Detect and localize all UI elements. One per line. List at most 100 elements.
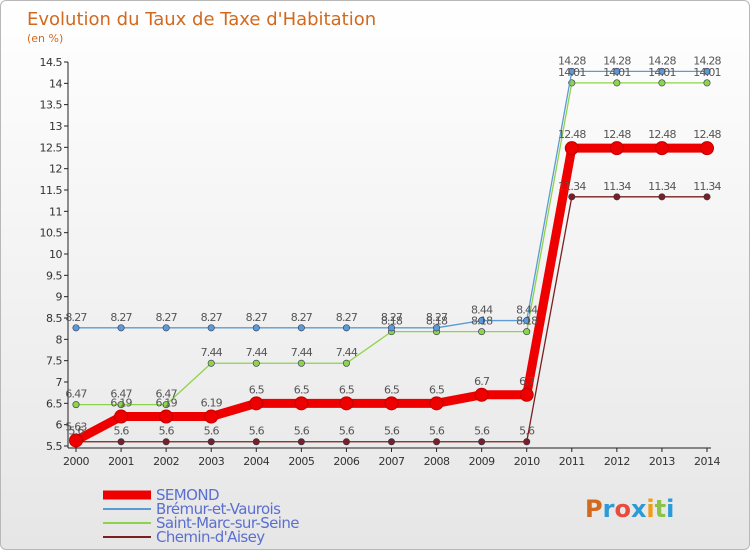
data-label: 5.6 [114,425,130,438]
data-point [478,317,486,325]
x-tick-label: 2002 [153,455,179,468]
data-point [297,359,305,367]
data-label: 5.6 [159,425,175,438]
data-point [117,324,125,332]
data-label: 5.6 [384,425,400,438]
logo-letter: P [585,495,603,523]
y-tick-label: 8.5 [46,312,62,325]
data-label: 6.19 [201,397,223,410]
data-label: 5.6 [519,425,535,438]
y-tick-label: 6.5 [46,397,62,410]
data-point [568,193,576,201]
data-label: 6.19 [155,397,177,410]
y-tick-label: 7.5 [46,355,62,368]
y-tick-label: 11.5 [40,184,63,197]
data-point [568,67,576,75]
legend: SEMONDBrémur-et-VauroisSaint-Marc-sur-Se… [103,486,300,546]
data-label: 8.27 [381,311,403,324]
data-point [207,324,215,332]
data-point [252,359,260,367]
y-tick-label: 9.5 [46,269,62,282]
data-point [474,387,489,402]
data-point [478,438,486,446]
logo-letter: r [603,495,615,523]
data-label: 6.47 [110,388,132,401]
chart-title: Evolution du Taux de Taxe d'Habitation [27,9,376,30]
series-layer [69,67,714,448]
data-label: 8.44 [516,304,538,317]
data-label: 8.27 [110,311,132,324]
data-label: 8.27 [65,311,87,324]
data-point [159,409,174,424]
y-tick-label: 13 [49,120,62,133]
data-point [613,79,621,87]
data-point [523,438,531,446]
data-label: 6.7 [519,375,535,388]
data-point [297,438,305,446]
y-axis-label: (en %) [27,32,63,45]
data-label: 14.28 [558,54,586,67]
y-tick-label: 10.5 [40,227,63,240]
data-point [69,433,83,448]
x-tick-label: 2007 [379,455,405,468]
data-point [207,359,215,367]
data-point [654,141,669,156]
data-point [700,141,714,156]
data-point [162,324,170,332]
y-tick-label: 10 [49,248,62,261]
data-point [252,438,260,446]
y-tick-label: 7 [56,376,63,389]
data-point [117,438,125,446]
x-tick-label: 2001 [108,455,134,468]
data-point [387,438,395,446]
y-tick-label: 12.5 [40,141,63,154]
data-label: 14.01 [603,66,631,79]
data-point [114,409,129,424]
data-point [72,324,80,332]
data-label: 6.47 [155,388,177,401]
data-point [609,141,624,156]
data-label: 14.01 [693,66,721,79]
data-label: 6.5 [429,383,445,396]
x-tick-label: 2010 [514,455,540,468]
data-label: 8.27 [201,311,223,324]
y-tick-label: 5.5 [46,440,62,453]
data-label: 6.47 [65,388,87,401]
data-label: 8.18 [471,315,493,328]
y-tick-label: 6 [56,419,63,432]
data-label: 5.6 [339,425,355,438]
data-label: 5.6 [249,425,265,438]
data-label: 12.48 [648,128,676,141]
data-point [433,438,441,446]
data-label: 7.44 [291,346,313,359]
x-tick-label: 2013 [649,455,675,468]
data-point [339,396,354,411]
data-label: 6.5 [384,383,400,396]
y-tick-label: 12 [49,163,62,176]
data-point [429,396,444,411]
logo-letter: i [646,495,654,523]
data-label: 8.27 [291,311,313,324]
data-label: 7.44 [336,346,358,359]
data-label: 6.7 [474,375,490,388]
data-label: 12.48 [693,128,721,141]
x-tick-label: 2012 [604,455,630,468]
data-label: 14.01 [558,66,586,79]
data-point [613,193,621,201]
x-tick-label: 2011 [559,455,585,468]
data-point [523,317,531,325]
data-point [519,387,534,402]
axes: 5.5 6 6.5 7 7.5 8 8.5 9 9.5 10 10.5 11 11.5 12 12.5 13 1… [40,56,721,468]
data-point [478,328,486,336]
x-tick-label: 2005 [288,455,314,468]
data-label: 14.28 [648,54,676,67]
data-label: 11.34 [558,180,586,193]
data-point [703,193,711,201]
logo-letter: i [666,495,674,523]
data-label: 8.44 [471,304,493,317]
data-point [703,67,711,75]
data-label: 7.44 [246,346,268,359]
data-point [204,409,219,424]
data-point [658,79,666,87]
data-label: 8.18 [516,315,538,328]
